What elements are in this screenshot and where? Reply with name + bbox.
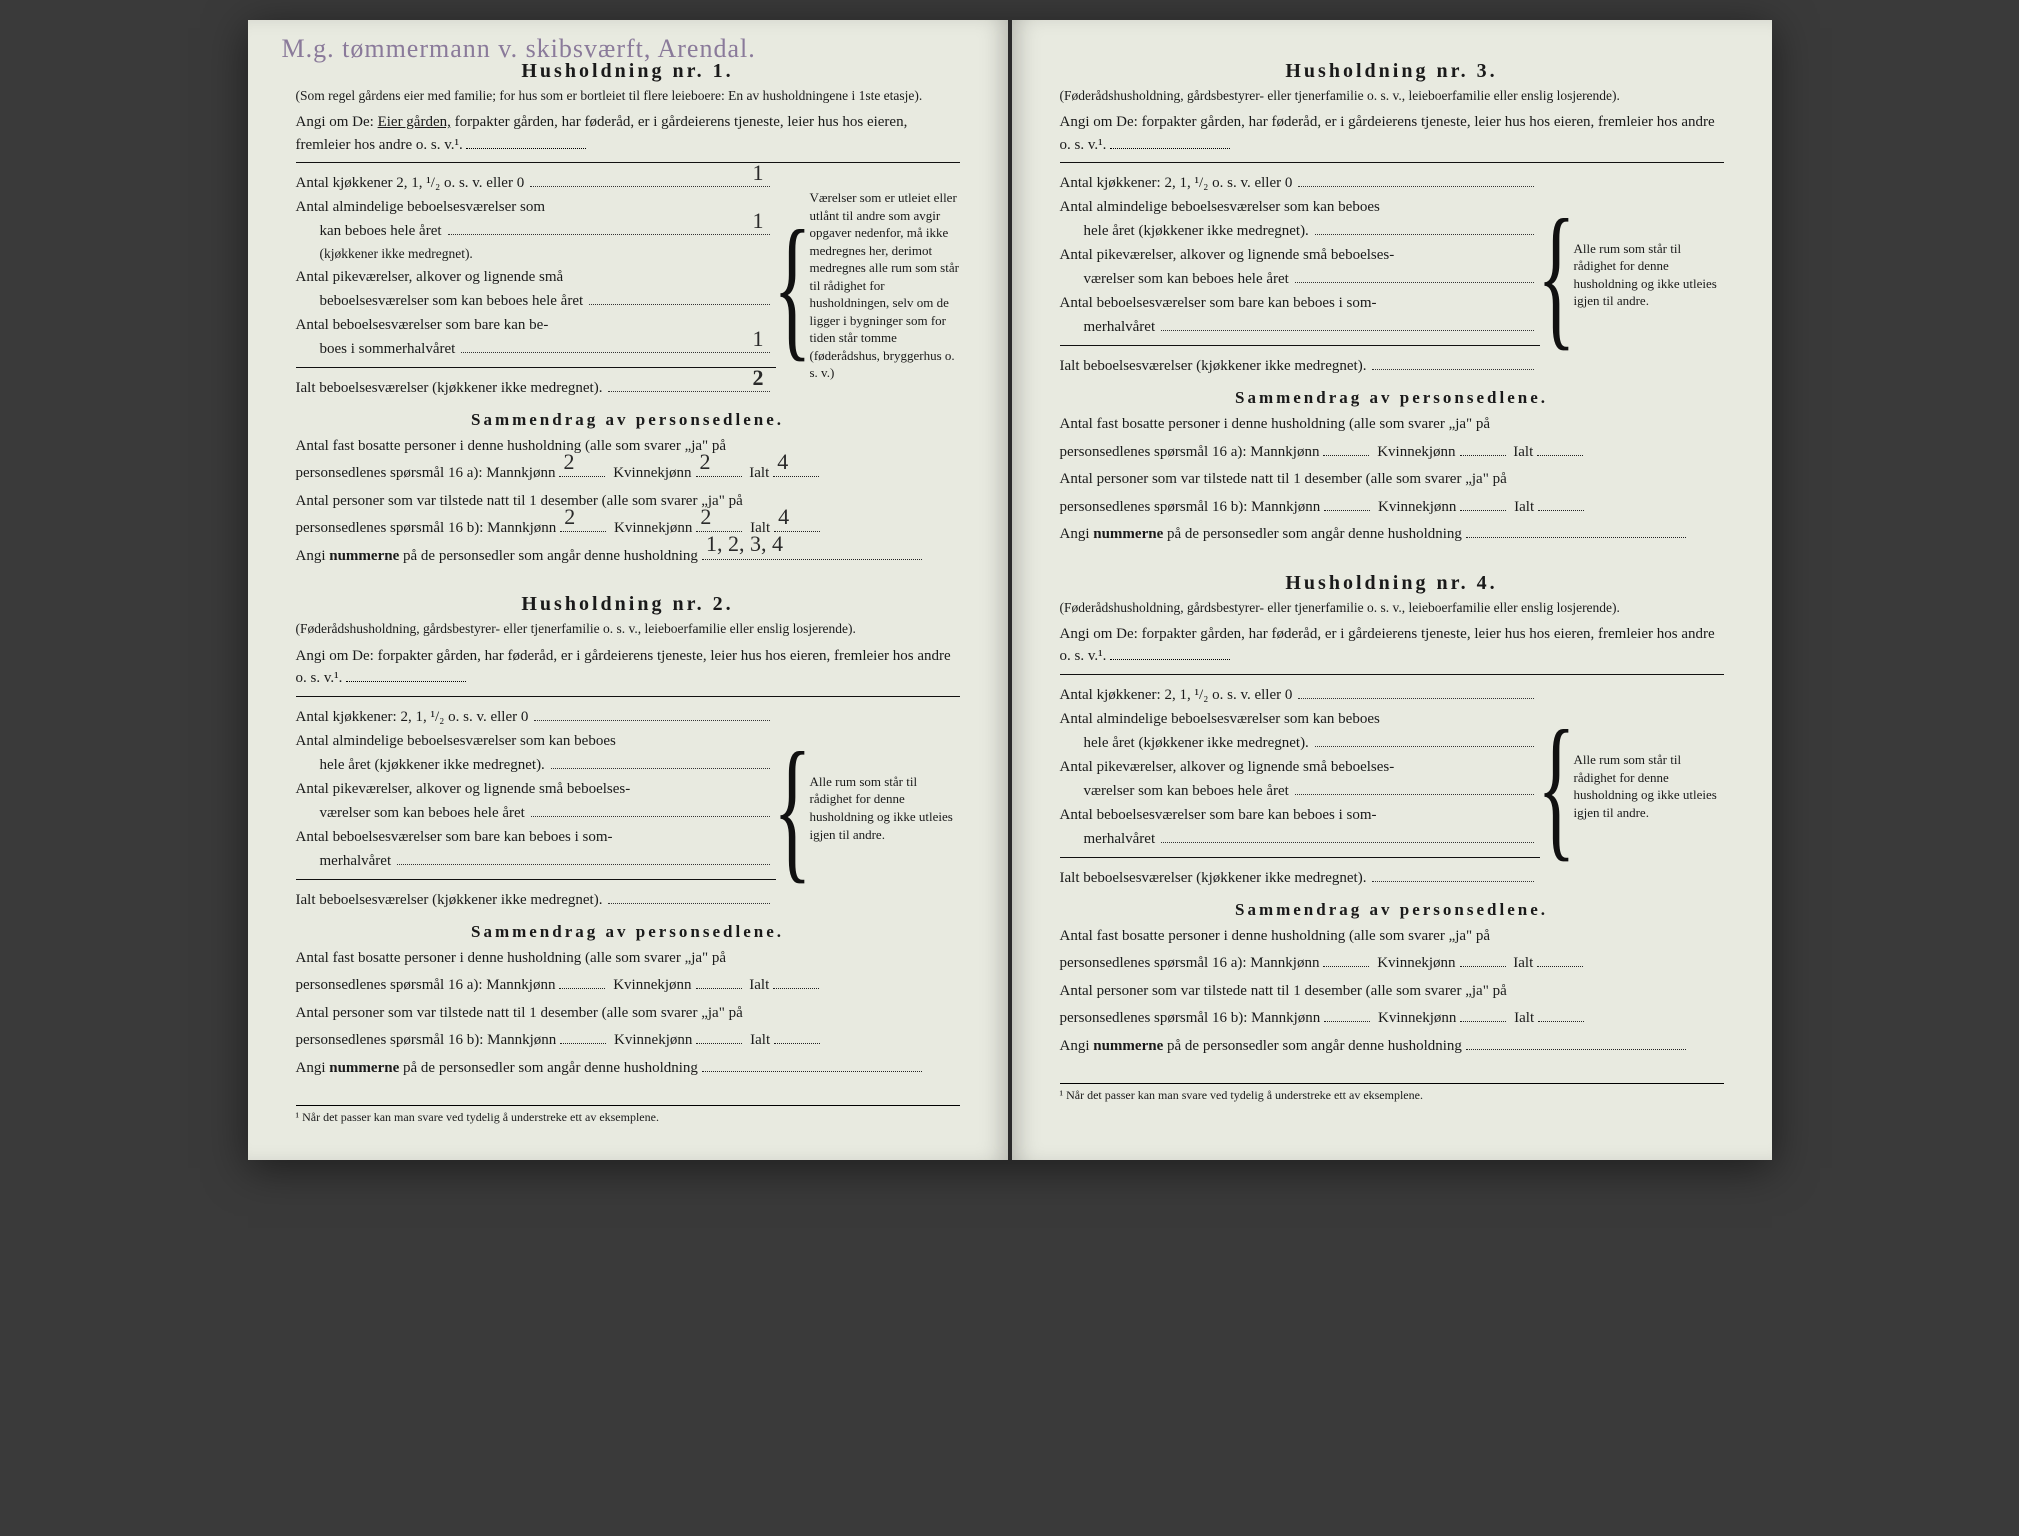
household-2: Husholdning nr. 2. (Føderådshusholdning,… [296,593,960,1081]
s-num: Angi nummerne på de personsedler som ang… [296,544,960,570]
footnote-left: ¹ Når det passer kan man svare ved tydel… [296,1105,960,1125]
footnote-right: ¹ Når det passer kan man svare ved tydel… [1060,1083,1724,1103]
angi-underlined: Eier gården, [378,114,451,130]
divider [296,367,776,368]
angi-prefix: Angi om De: [296,114,374,130]
r3-fill [589,293,769,305]
h2-title: Husholdning nr. 2. [296,593,960,616]
r2b-label: kan beboes hele året [296,219,442,243]
rooms-main: Antal kjøkkener 2, 1, ¹/₂ o. s. v. eller… [296,171,776,400]
document-spread: M.g. tømmermann v. skibsværft, Arendal. … [248,20,1772,1160]
handwritten-annotation: M.g. tømmermann v. skibsværft, Arendal. [282,34,756,64]
s2b: personsedlenes spørsmål 16 b): Mannkjønn… [296,516,960,542]
r4b-label: boes i sommerhalvåret [296,337,456,361]
household-1: Husholdning nr. 1. (Som regel gårdens ei… [296,60,960,569]
h1-subtitle: (Som regel gårdens eier med familie; for… [296,87,960,105]
s1b: personsedlenes spørsmål 16 a): Mannkjønn… [296,461,960,487]
h1-side-note: Værelser som er utleiet eller utlånt til… [810,171,960,400]
household-3: Husholdning nr. 3. (Føderådshusholdning,… [1060,60,1724,548]
r3b-label: beboelsesværelser som kan beboes hele år… [296,289,584,313]
total-label: Ialt beboelsesværelser (kjøkkener ikke m… [296,376,603,400]
h2-angi: Angi om De: forpakter gården, har føderå… [296,645,960,690]
r1-fill: 1 [530,175,769,187]
r3a-label: Antal pikeværelser, alkover og lignende … [296,265,564,289]
r1-label: Antal kjøkkener 2, 1, ¹/₂ o. s. v. eller… [296,171,525,195]
s1a: Antal fast bosatte personer i denne hush… [296,434,960,460]
h2-rooms: Antal kjøkkener: 2, 1, ¹/₂ o. s. v. elle… [296,705,960,912]
h1-angi: Angi om De: Eier gården, forpakter gårde… [296,111,960,156]
divider [296,162,960,163]
h1-rooms-block: Antal kjøkkener 2, 1, ¹/₂ o. s. v. eller… [296,171,960,400]
total-fill: 2 [608,380,769,392]
r4a-label: Antal beboelsesværelser som bare kan be- [296,313,549,337]
household-4: Husholdning nr. 4. (Føderådshusholdning,… [1060,572,1724,1060]
angi-blank [466,135,586,149]
h2-subtitle: (Føderådshusholdning, gårdsbestyrer- ell… [296,620,960,638]
page-right: Husholdning nr. 3. (Føderådshusholdning,… [1012,20,1772,1160]
h4-title: Husholdning nr. 4. [1060,572,1724,595]
page-left: M.g. tømmermann v. skibsværft, Arendal. … [248,20,1008,1160]
h3-title: Husholdning nr. 3. [1060,60,1724,83]
r2-indent: (kjøkkener ikke medregnet). [296,243,776,265]
r2-fill: 1 [448,223,770,235]
s2a: Antal personer som var tilstede natt til… [296,489,960,515]
r2a-label: Antal almindelige beboelsesværelser som [296,195,546,219]
brace: { [786,171,800,400]
r4-fill: 1 [461,341,769,353]
h1-summary-title: Sammendrag av personsedlene. [296,410,960,430]
